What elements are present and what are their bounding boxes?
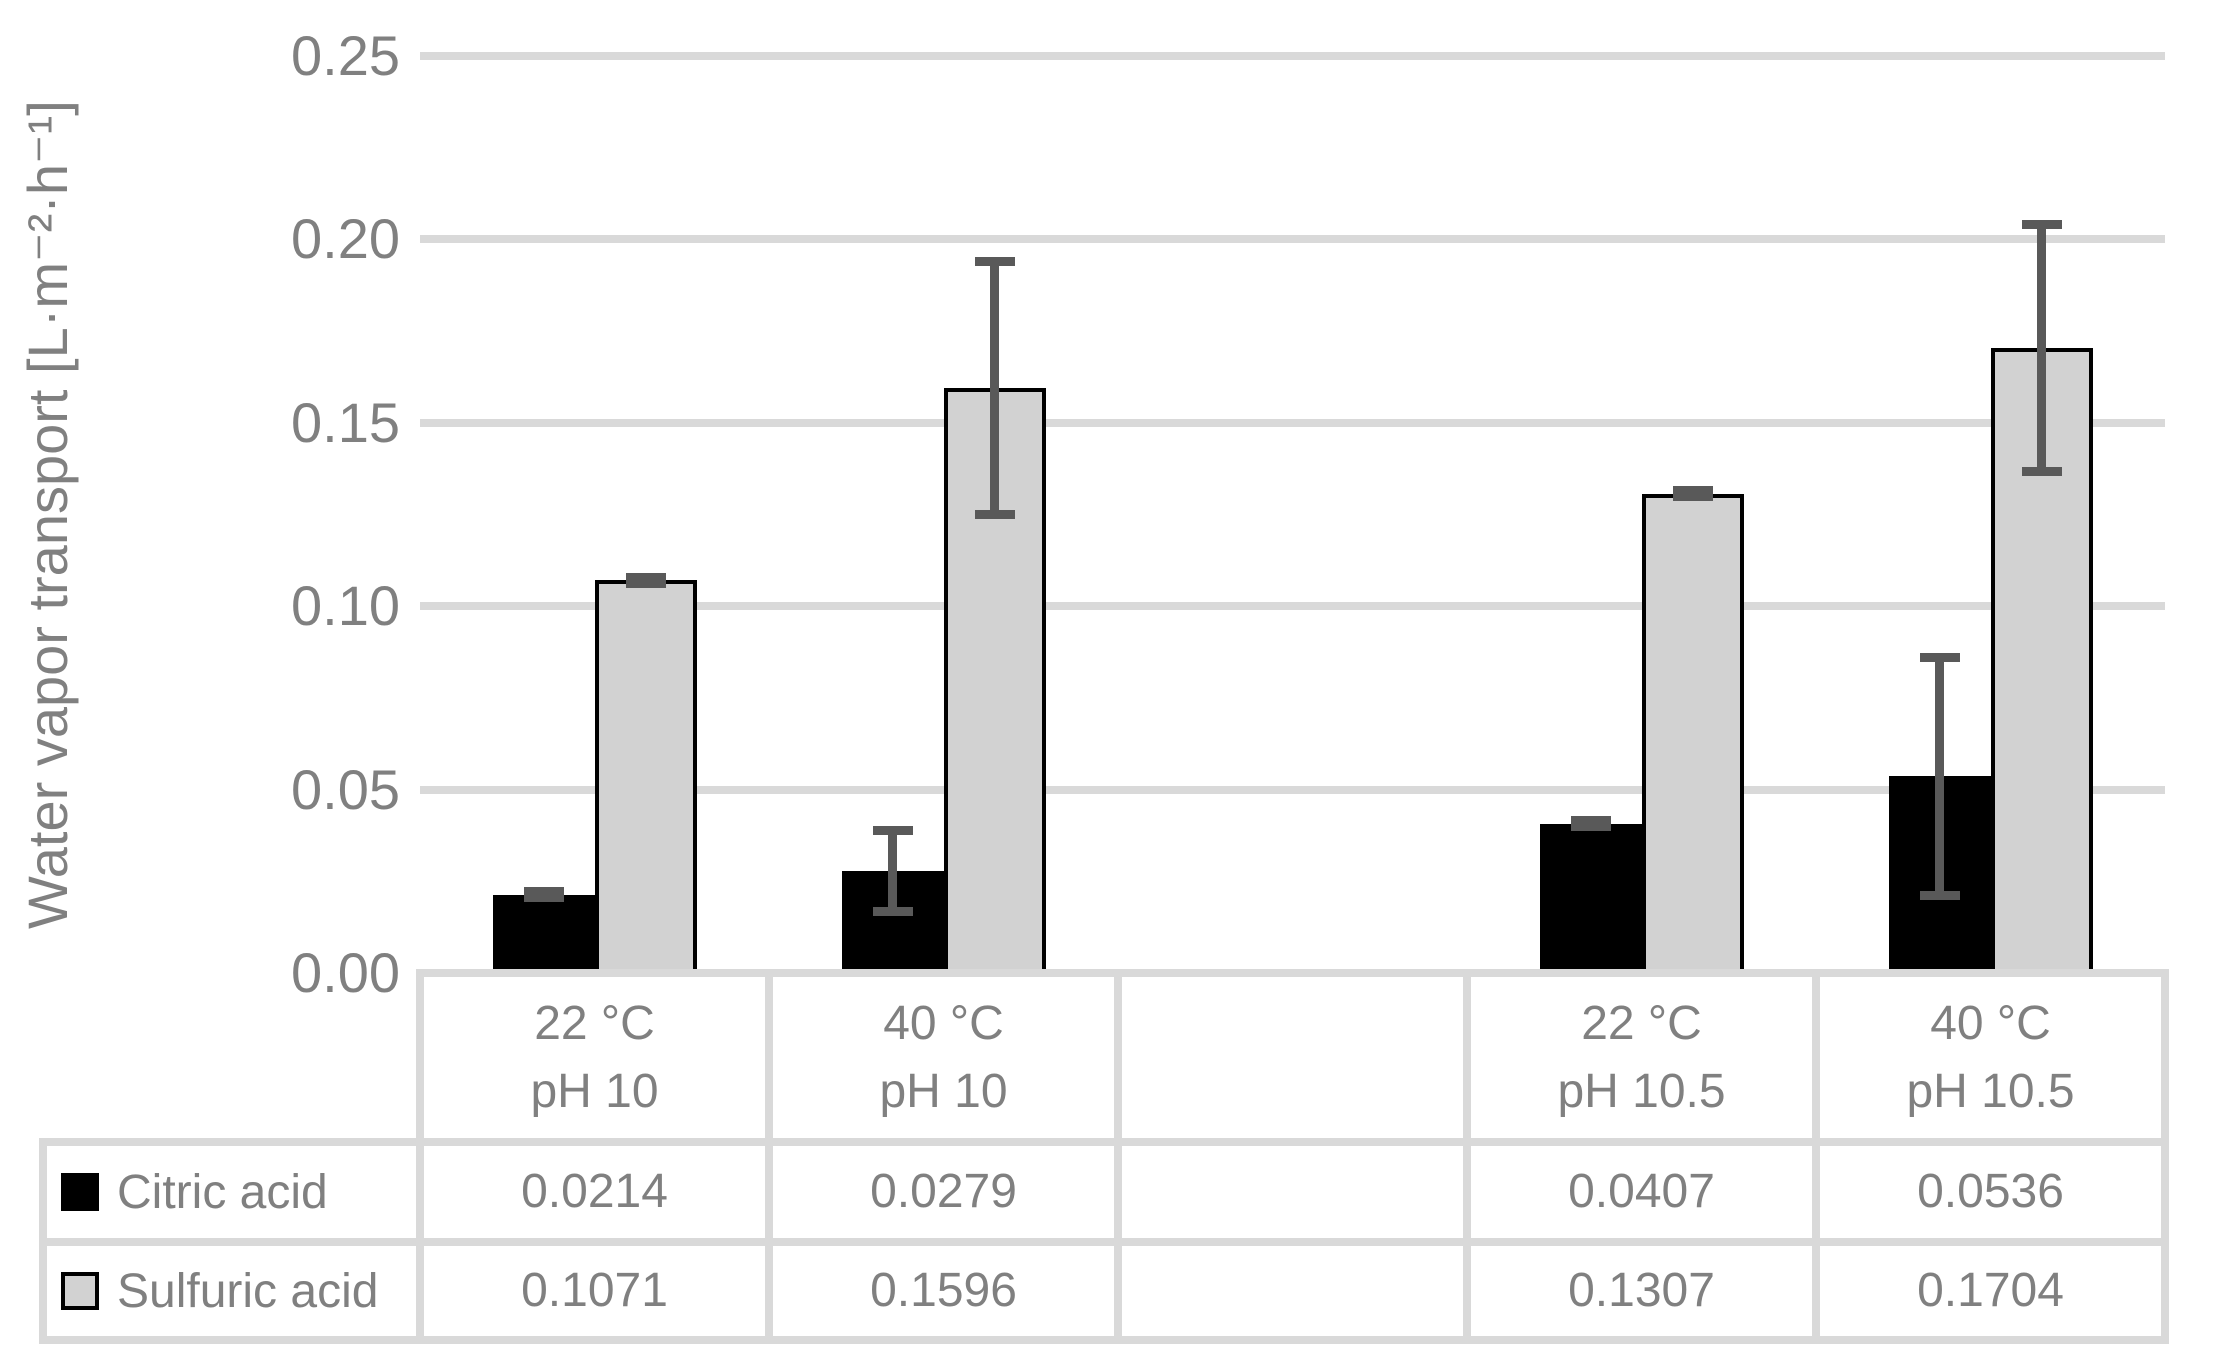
table-value-cell: 0.0536 bbox=[1917, 1165, 2064, 1218]
category-header-cell: 22 °C pH 10.5 bbox=[1557, 996, 1726, 1118]
bar-sulfuric-acid-3 bbox=[1641, 493, 1744, 973]
error-bar-cap-top bbox=[625, 572, 666, 582]
error-bar-cap-bottom bbox=[523, 892, 564, 902]
y-gridline bbox=[420, 52, 2165, 60]
category-header-cell: 40 °C pH 10 bbox=[879, 996, 1008, 1118]
error-bar-cap-top bbox=[872, 825, 913, 835]
error-bar-line bbox=[888, 830, 897, 911]
category-header-cell bbox=[1118, 973, 1467, 1142]
legend-cell-citric-acid: Citric acid bbox=[43, 1142, 420, 1242]
y-gridline bbox=[420, 235, 2165, 244]
table-value-cell: 0.0407 bbox=[1568, 1165, 1715, 1218]
error-bar-cap-bottom bbox=[974, 509, 1015, 519]
table-border-h bbox=[39, 1336, 2169, 1344]
legend-cell-sulfuric-acid: Sulfuric acid bbox=[43, 1242, 420, 1340]
y-tick-label: 0.20 bbox=[291, 207, 400, 271]
y-tick-label: 0.00 bbox=[291, 941, 400, 1004]
table-border-h bbox=[39, 1238, 2169, 1246]
error-bar-cap-top bbox=[2021, 219, 2062, 229]
error-bar-line bbox=[1935, 657, 1944, 896]
y-gridline bbox=[420, 785, 2165, 794]
legend-label: Citric acid bbox=[117, 1165, 328, 1219]
error-bar-cap-top bbox=[1570, 816, 1611, 826]
table-value-cell bbox=[1118, 1242, 1467, 1340]
error-bar-cap-bottom bbox=[1919, 891, 1960, 901]
table-value-cell: 0.1596 bbox=[870, 1264, 1017, 1317]
table-border-v bbox=[416, 969, 424, 1344]
bar-citric-acid-3 bbox=[1539, 823, 1642, 973]
table-border-h bbox=[39, 1138, 2169, 1146]
y-tick-label: 0.15 bbox=[291, 390, 400, 454]
error-bar-cap-bottom bbox=[2021, 467, 2062, 477]
bar-citric-acid-0 bbox=[492, 894, 595, 973]
y-gridline bbox=[420, 602, 2165, 611]
legend-label: Sulfuric acid bbox=[117, 1264, 379, 1318]
error-bar-cap-bottom bbox=[1672, 492, 1713, 502]
table-border-v bbox=[39, 1138, 47, 1344]
error-bar-cap-bottom bbox=[872, 906, 913, 916]
table-value-cell: 0.1307 bbox=[1568, 1264, 1715, 1317]
error-bar-cap-top bbox=[1919, 652, 1960, 662]
error-bar-cap-top bbox=[974, 256, 1015, 266]
error-bar-cap-top bbox=[523, 887, 564, 897]
category-header-cell: 22 °C pH 10 bbox=[530, 996, 659, 1118]
table-border-v bbox=[2161, 969, 2169, 1344]
table-value-cell: 0.1704 bbox=[1917, 1264, 2064, 1317]
error-bar-cap-top bbox=[1672, 486, 1713, 496]
error-bar-cap-bottom bbox=[1570, 822, 1611, 832]
legend-swatch-sulfuric-acid bbox=[61, 1272, 99, 1310]
table-border-v bbox=[1114, 969, 1122, 1344]
table-border-v bbox=[765, 969, 773, 1344]
category-header-cell: 40 °C pH 10.5 bbox=[1906, 996, 2075, 1118]
table-value-cell: 0.1071 bbox=[521, 1264, 668, 1317]
table-border-v bbox=[1463, 969, 1471, 1344]
error-bar-line bbox=[990, 261, 999, 515]
y-gridline bbox=[420, 418, 2165, 427]
table-border-h bbox=[420, 969, 2169, 977]
legend-swatch-citric-acid bbox=[61, 1173, 99, 1211]
y-tick-label: 0.25 bbox=[291, 24, 400, 87]
table-value-cell: 0.0279 bbox=[870, 1165, 1017, 1218]
error-bar-line bbox=[2037, 224, 2046, 472]
bar-sulfuric-acid-0 bbox=[594, 580, 697, 973]
table-border-v bbox=[1812, 969, 1820, 1344]
table-value-cell bbox=[1118, 1142, 1467, 1242]
y-tick-label: 0.10 bbox=[291, 574, 400, 638]
table-value-cell: 0.0214 bbox=[521, 1165, 668, 1218]
y-tick-label: 0.05 bbox=[291, 757, 400, 821]
error-bar-cap-bottom bbox=[625, 578, 666, 588]
